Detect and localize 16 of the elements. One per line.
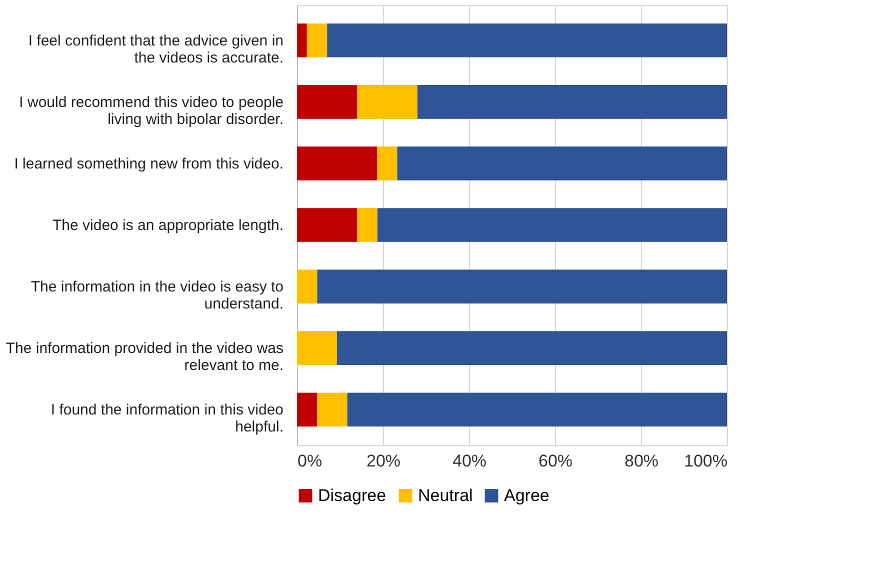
legend-label: Agree xyxy=(504,486,550,505)
y-tick-label: The information in the video is easy to understand. xyxy=(30,278,284,313)
legend-label: Neutral xyxy=(418,486,473,505)
y-tick-label: I learned something new from this video. xyxy=(14,155,284,172)
legend-label: Disagree xyxy=(318,486,386,505)
y-tick-label: I found the information in this video helpful. xyxy=(50,402,284,436)
x-tick-label: 40% xyxy=(452,452,487,470)
y-tick-label: The video is an appropriate length. xyxy=(52,217,284,234)
y-tick-label: I would recommend this video to people living with bipolar disorder. xyxy=(19,94,284,128)
x-tick-label: 80% xyxy=(624,452,659,470)
x-tick-label: 0% xyxy=(298,452,322,470)
x-tick-label: 20% xyxy=(366,452,401,470)
x-tick-label: 100% xyxy=(684,452,728,470)
y-tick-label: The information provided in the video was relevant to me. xyxy=(6,340,284,374)
y-tick-label: I feel confident that the advice given in the videos is accurate. xyxy=(28,32,284,66)
x-tick-label: 60% xyxy=(538,452,573,470)
